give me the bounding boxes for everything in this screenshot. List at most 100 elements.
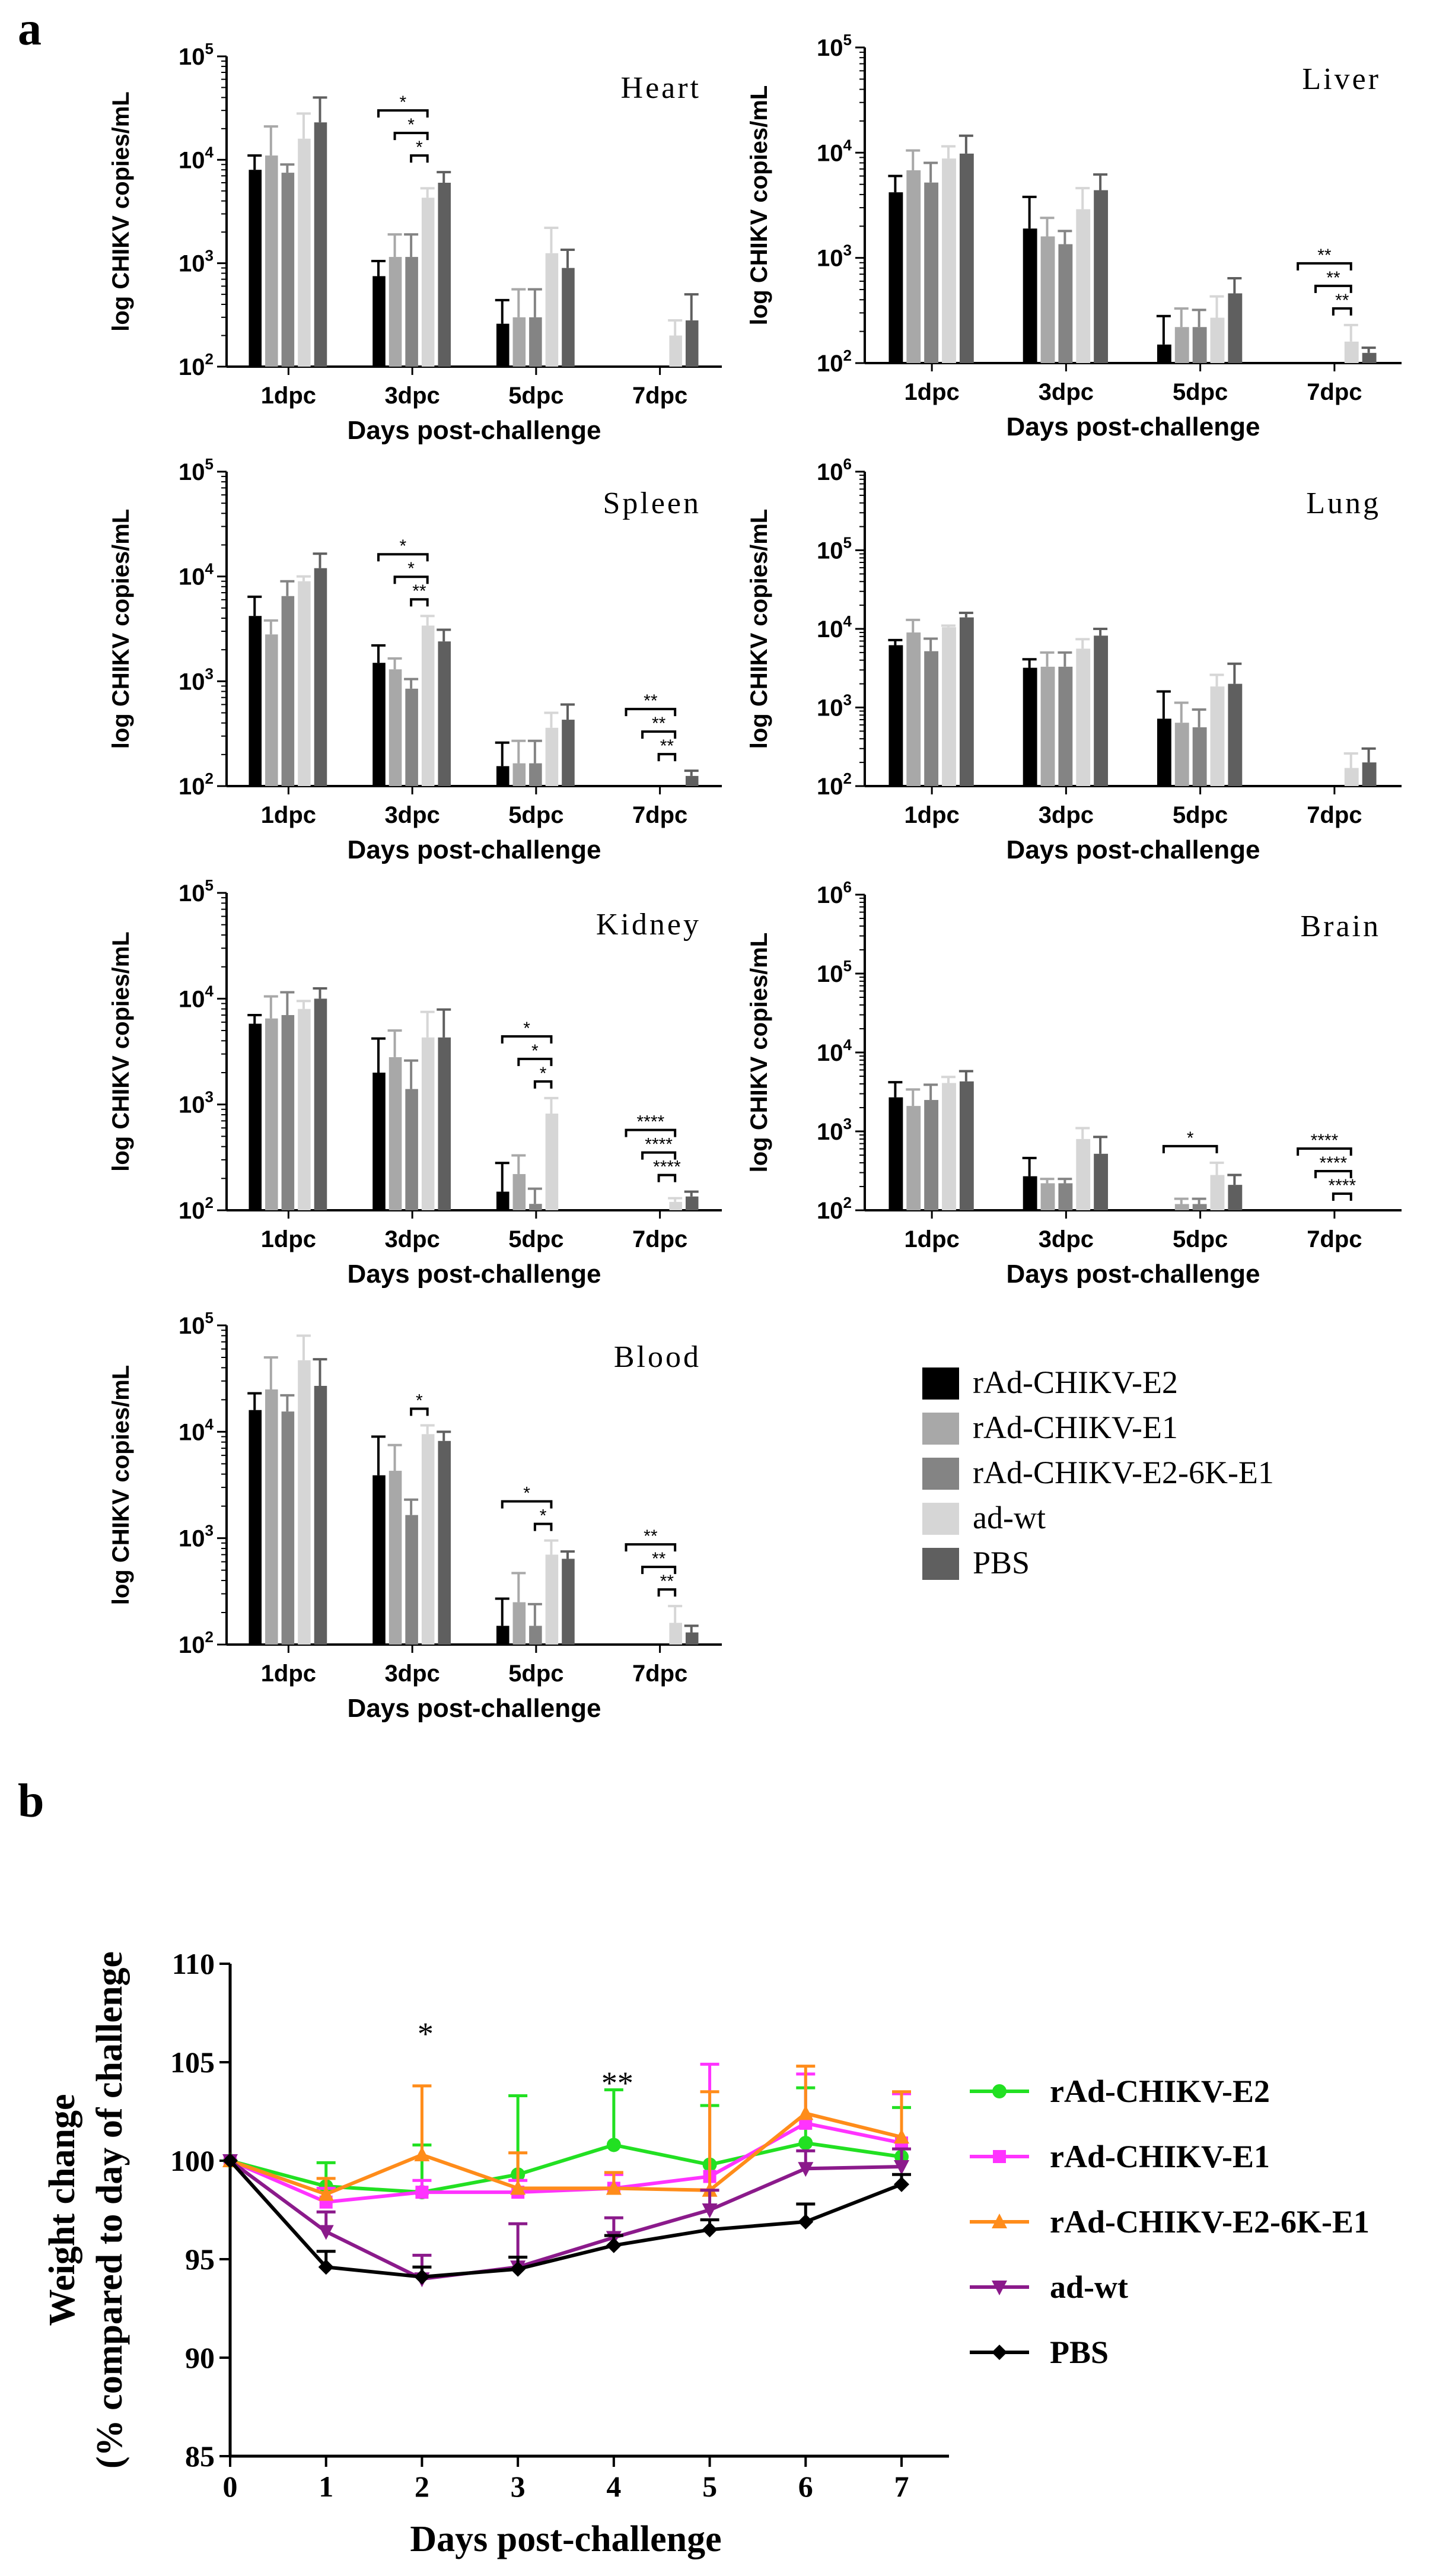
bar bbox=[1094, 635, 1109, 786]
significance-annotation: * bbox=[418, 2016, 434, 2052]
bar bbox=[1344, 341, 1359, 363]
y-tick-label: 103 bbox=[817, 691, 852, 721]
y-tick-label: 106 bbox=[817, 878, 852, 908]
bar bbox=[529, 1626, 542, 1645]
x-tick-label: 3dpc bbox=[1039, 379, 1094, 405]
data-point bbox=[992, 2214, 1007, 2228]
significance-label: ** bbox=[644, 1526, 658, 1546]
significance-bracket bbox=[533, 1080, 553, 1089]
legend-label: PBS bbox=[973, 1545, 1030, 1580]
bar bbox=[372, 663, 386, 786]
legend-label: rAd-CHIKV-E2-6K-E1 bbox=[1050, 2204, 1370, 2240]
series-line bbox=[229, 2121, 902, 2204]
chart-title: Liver bbox=[1302, 62, 1381, 96]
y-tick-label: 85 bbox=[185, 2440, 215, 2473]
bar bbox=[405, 257, 418, 367]
significance-label: * bbox=[407, 115, 415, 135]
bar bbox=[512, 763, 526, 786]
significance-label: * bbox=[400, 536, 407, 556]
bar-chart-liver: 102 103 104 105 log CHIKV copies/mL Liver 1dpc… bbox=[746, 31, 1402, 441]
x-tick-label: 2 bbox=[415, 2470, 429, 2503]
bar bbox=[438, 641, 451, 786]
y-tick-label: 104 bbox=[817, 1036, 852, 1066]
bar bbox=[669, 335, 682, 367]
significance-bracket bbox=[533, 1522, 553, 1531]
y-tick-label: 104 bbox=[179, 560, 214, 590]
legend-label: ad-wt bbox=[1050, 2269, 1128, 2305]
chart-title: Lung bbox=[1306, 486, 1381, 520]
bar bbox=[388, 1057, 402, 1210]
chart-title: Heart bbox=[621, 71, 701, 105]
bar bbox=[265, 634, 278, 786]
significance-label: ** bbox=[644, 691, 658, 711]
legend-label: rAd-CHIKV-E2 bbox=[973, 1365, 1178, 1400]
x-axis-label: Days post-challenge bbox=[410, 2519, 721, 2559]
y-tick-label: 104 bbox=[179, 1415, 214, 1445]
bar bbox=[1076, 1138, 1091, 1210]
significance-label: * bbox=[523, 1484, 530, 1503]
bar bbox=[388, 669, 402, 786]
data-point bbox=[702, 2222, 718, 2238]
series-line bbox=[228, 2159, 903, 2279]
y-axis-label: log CHIKV copies/mL bbox=[108, 91, 134, 332]
x-axis-label: Days post-challenge bbox=[348, 416, 601, 445]
significance-bracket bbox=[410, 1407, 429, 1416]
bar bbox=[298, 138, 311, 367]
bar bbox=[249, 1410, 262, 1645]
data-point bbox=[414, 2269, 430, 2285]
data-point bbox=[510, 2261, 526, 2277]
bar-chart-brain: 102 103 104 105 106 log CHIKV copies/mL Brain 1… bbox=[746, 878, 1402, 1289]
significance-label: ** bbox=[1326, 268, 1340, 288]
significance-bracket bbox=[625, 708, 677, 717]
x-tick-label: 5dpc bbox=[1173, 1226, 1228, 1252]
bar bbox=[1040, 1183, 1055, 1210]
bar bbox=[314, 998, 327, 1210]
x-axis-label: Days post-challenge bbox=[1007, 1260, 1260, 1289]
data-point bbox=[993, 2150, 1006, 2163]
significance-label: **** bbox=[653, 1157, 681, 1177]
x-tick-label: 5dpc bbox=[1173, 379, 1228, 405]
bar bbox=[421, 198, 435, 367]
x-tick-label: 7dpc bbox=[632, 1226, 687, 1252]
bar bbox=[314, 568, 327, 786]
bar bbox=[249, 616, 262, 786]
bar bbox=[298, 1009, 311, 1210]
significance-bracket bbox=[501, 1035, 553, 1044]
significance-bracket bbox=[657, 1588, 677, 1597]
panel-label-b: b bbox=[18, 1775, 44, 1827]
panel-label-a: a bbox=[18, 3, 42, 55]
x-tick-label: 7dpc bbox=[1307, 802, 1362, 828]
bar bbox=[281, 173, 295, 367]
y-axis-label: log CHIKV copies/mL bbox=[108, 1365, 134, 1605]
legend-swatch bbox=[922, 1503, 959, 1535]
y-tick-label: 110 bbox=[172, 1947, 215, 1980]
x-tick-label: 5dpc bbox=[508, 383, 563, 409]
bar bbox=[1192, 327, 1207, 363]
significance-label: * bbox=[416, 1391, 423, 1410]
y-tick-label: 102 bbox=[179, 1194, 214, 1224]
legend-label: rAd-CHIKV-E2 bbox=[1050, 2073, 1270, 2109]
legend-label: PBS bbox=[1050, 2335, 1109, 2370]
significance-label: * bbox=[400, 93, 407, 112]
data-point bbox=[318, 2186, 334, 2201]
data-point bbox=[799, 2116, 813, 2130]
legend-label: rAd-CHIKV-E2-6K-E1 bbox=[973, 1455, 1274, 1490]
x-tick-label: 4 bbox=[606, 2470, 621, 2503]
significance-bracket bbox=[625, 1543, 677, 1552]
data-point bbox=[798, 2162, 814, 2177]
bar bbox=[1210, 686, 1225, 786]
legend-swatch bbox=[922, 1458, 959, 1490]
bar bbox=[372, 1475, 386, 1645]
data-point bbox=[318, 2225, 334, 2240]
x-tick-label: 5dpc bbox=[508, 1226, 563, 1252]
bar-chart-kidney: 102 103 104 105 log CHIKV copies/mL Kidney 1dp… bbox=[108, 876, 722, 1289]
significance-bracket bbox=[410, 154, 429, 163]
y-tick-label: 105 bbox=[817, 31, 852, 61]
bar bbox=[314, 1385, 327, 1645]
bar bbox=[529, 1204, 542, 1210]
legend-label: rAd-CHIKV-E1 bbox=[1050, 2139, 1270, 2174]
bar bbox=[512, 1173, 526, 1210]
bar-chart-blood: 102 103 104 105 log CHIKV copies/mL Blood 1dpc… bbox=[108, 1309, 722, 1723]
significance-bracket bbox=[377, 109, 429, 118]
bar bbox=[545, 727, 559, 786]
